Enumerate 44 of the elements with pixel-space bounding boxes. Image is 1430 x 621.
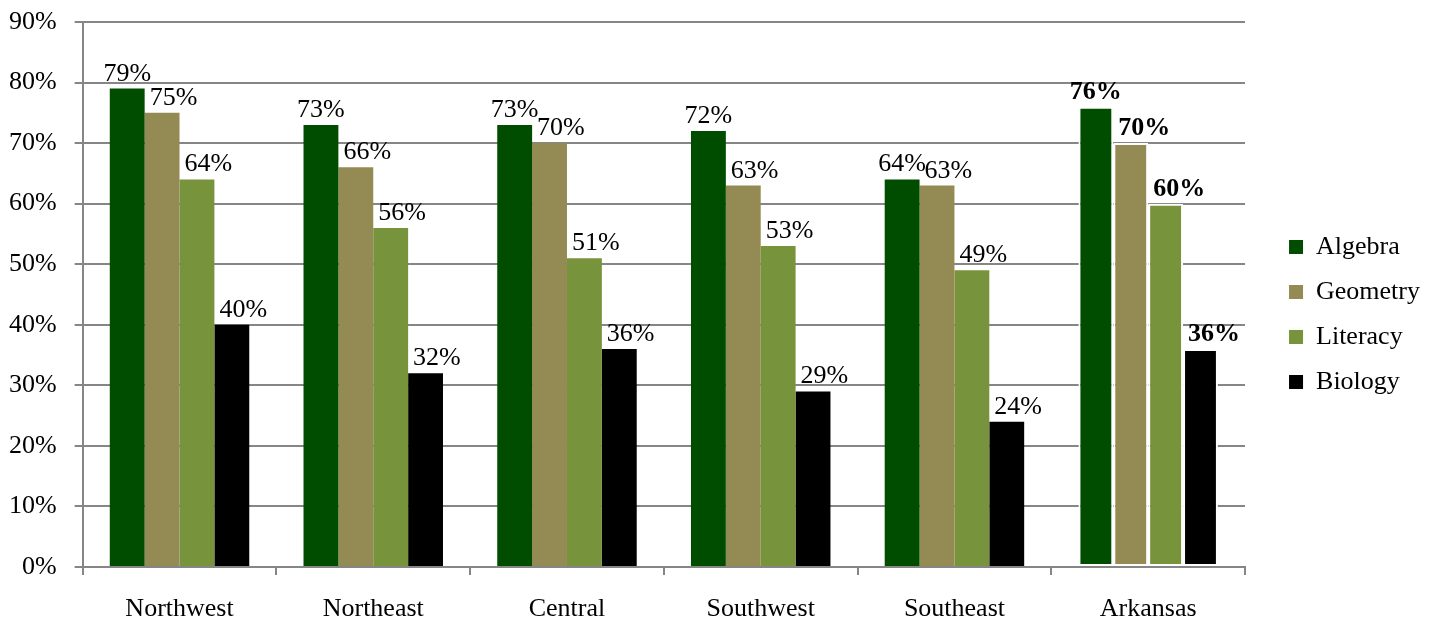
- data-label: 53%: [765, 215, 814, 245]
- data-label: 36%: [606, 318, 655, 347]
- y-tick-label: 90%: [8, 5, 57, 35]
- legend-label: Literacy: [1316, 320, 1403, 350]
- data-label: 70%: [1118, 112, 1171, 142]
- data-label: 36%: [1188, 318, 1241, 347]
- x-tick-label: Northeast: [322, 593, 425, 621]
- data-label: 24%: [994, 390, 1042, 420]
- y-tick-label: 0%: [21, 550, 57, 580]
- data-label: 72%: [684, 100, 733, 129]
- y-tick-label: 80%: [8, 66, 57, 96]
- data-label: 60%: [1153, 172, 1206, 202]
- y-tick-label: 70%: [8, 126, 57, 156]
- data-label: 56%: [378, 196, 426, 226]
- y-tick-label: 40%: [8, 308, 57, 338]
- y-tick-label: 50%: [8, 248, 57, 278]
- data-label: 51%: [571, 227, 620, 257]
- data-label: 49%: [959, 239, 1008, 269]
- data-label: 64%: [184, 148, 233, 178]
- x-tick-label: Arkansas: [1099, 593, 1197, 621]
- data-label: 75%: [149, 81, 198, 111]
- legend-label: Biology: [1316, 365, 1400, 395]
- y-tick-label: 20%: [8, 429, 57, 459]
- data-label: 63%: [730, 154, 779, 184]
- data-label: 79%: [103, 57, 152, 87]
- data-label: 40%: [219, 293, 268, 323]
- legend-label: Algebra: [1316, 230, 1401, 260]
- x-tick-label: Northwest: [125, 593, 235, 621]
- x-tick-label: Southwest: [706, 593, 816, 621]
- data-label: 73%: [490, 93, 539, 123]
- y-tick-label: 10%: [8, 490, 57, 520]
- y-tick-label: 30%: [8, 369, 57, 399]
- data-label: 73%: [297, 93, 345, 123]
- data-label: 32%: [413, 342, 461, 372]
- data-label: 70%: [537, 112, 585, 142]
- data-label: 64%: [878, 148, 926, 178]
- data-label: 63%: [924, 154, 973, 184]
- data-label: 66%: [343, 136, 392, 166]
- data-label: 29%: [800, 360, 849, 390]
- y-tick-label: 60%: [8, 187, 57, 217]
- x-tick-label: Central: [528, 593, 606, 621]
- data-label: 76%: [1069, 75, 1122, 105]
- x-tick-label: Southeast: [903, 593, 1006, 621]
- legend-label: Geometry: [1316, 275, 1421, 305]
